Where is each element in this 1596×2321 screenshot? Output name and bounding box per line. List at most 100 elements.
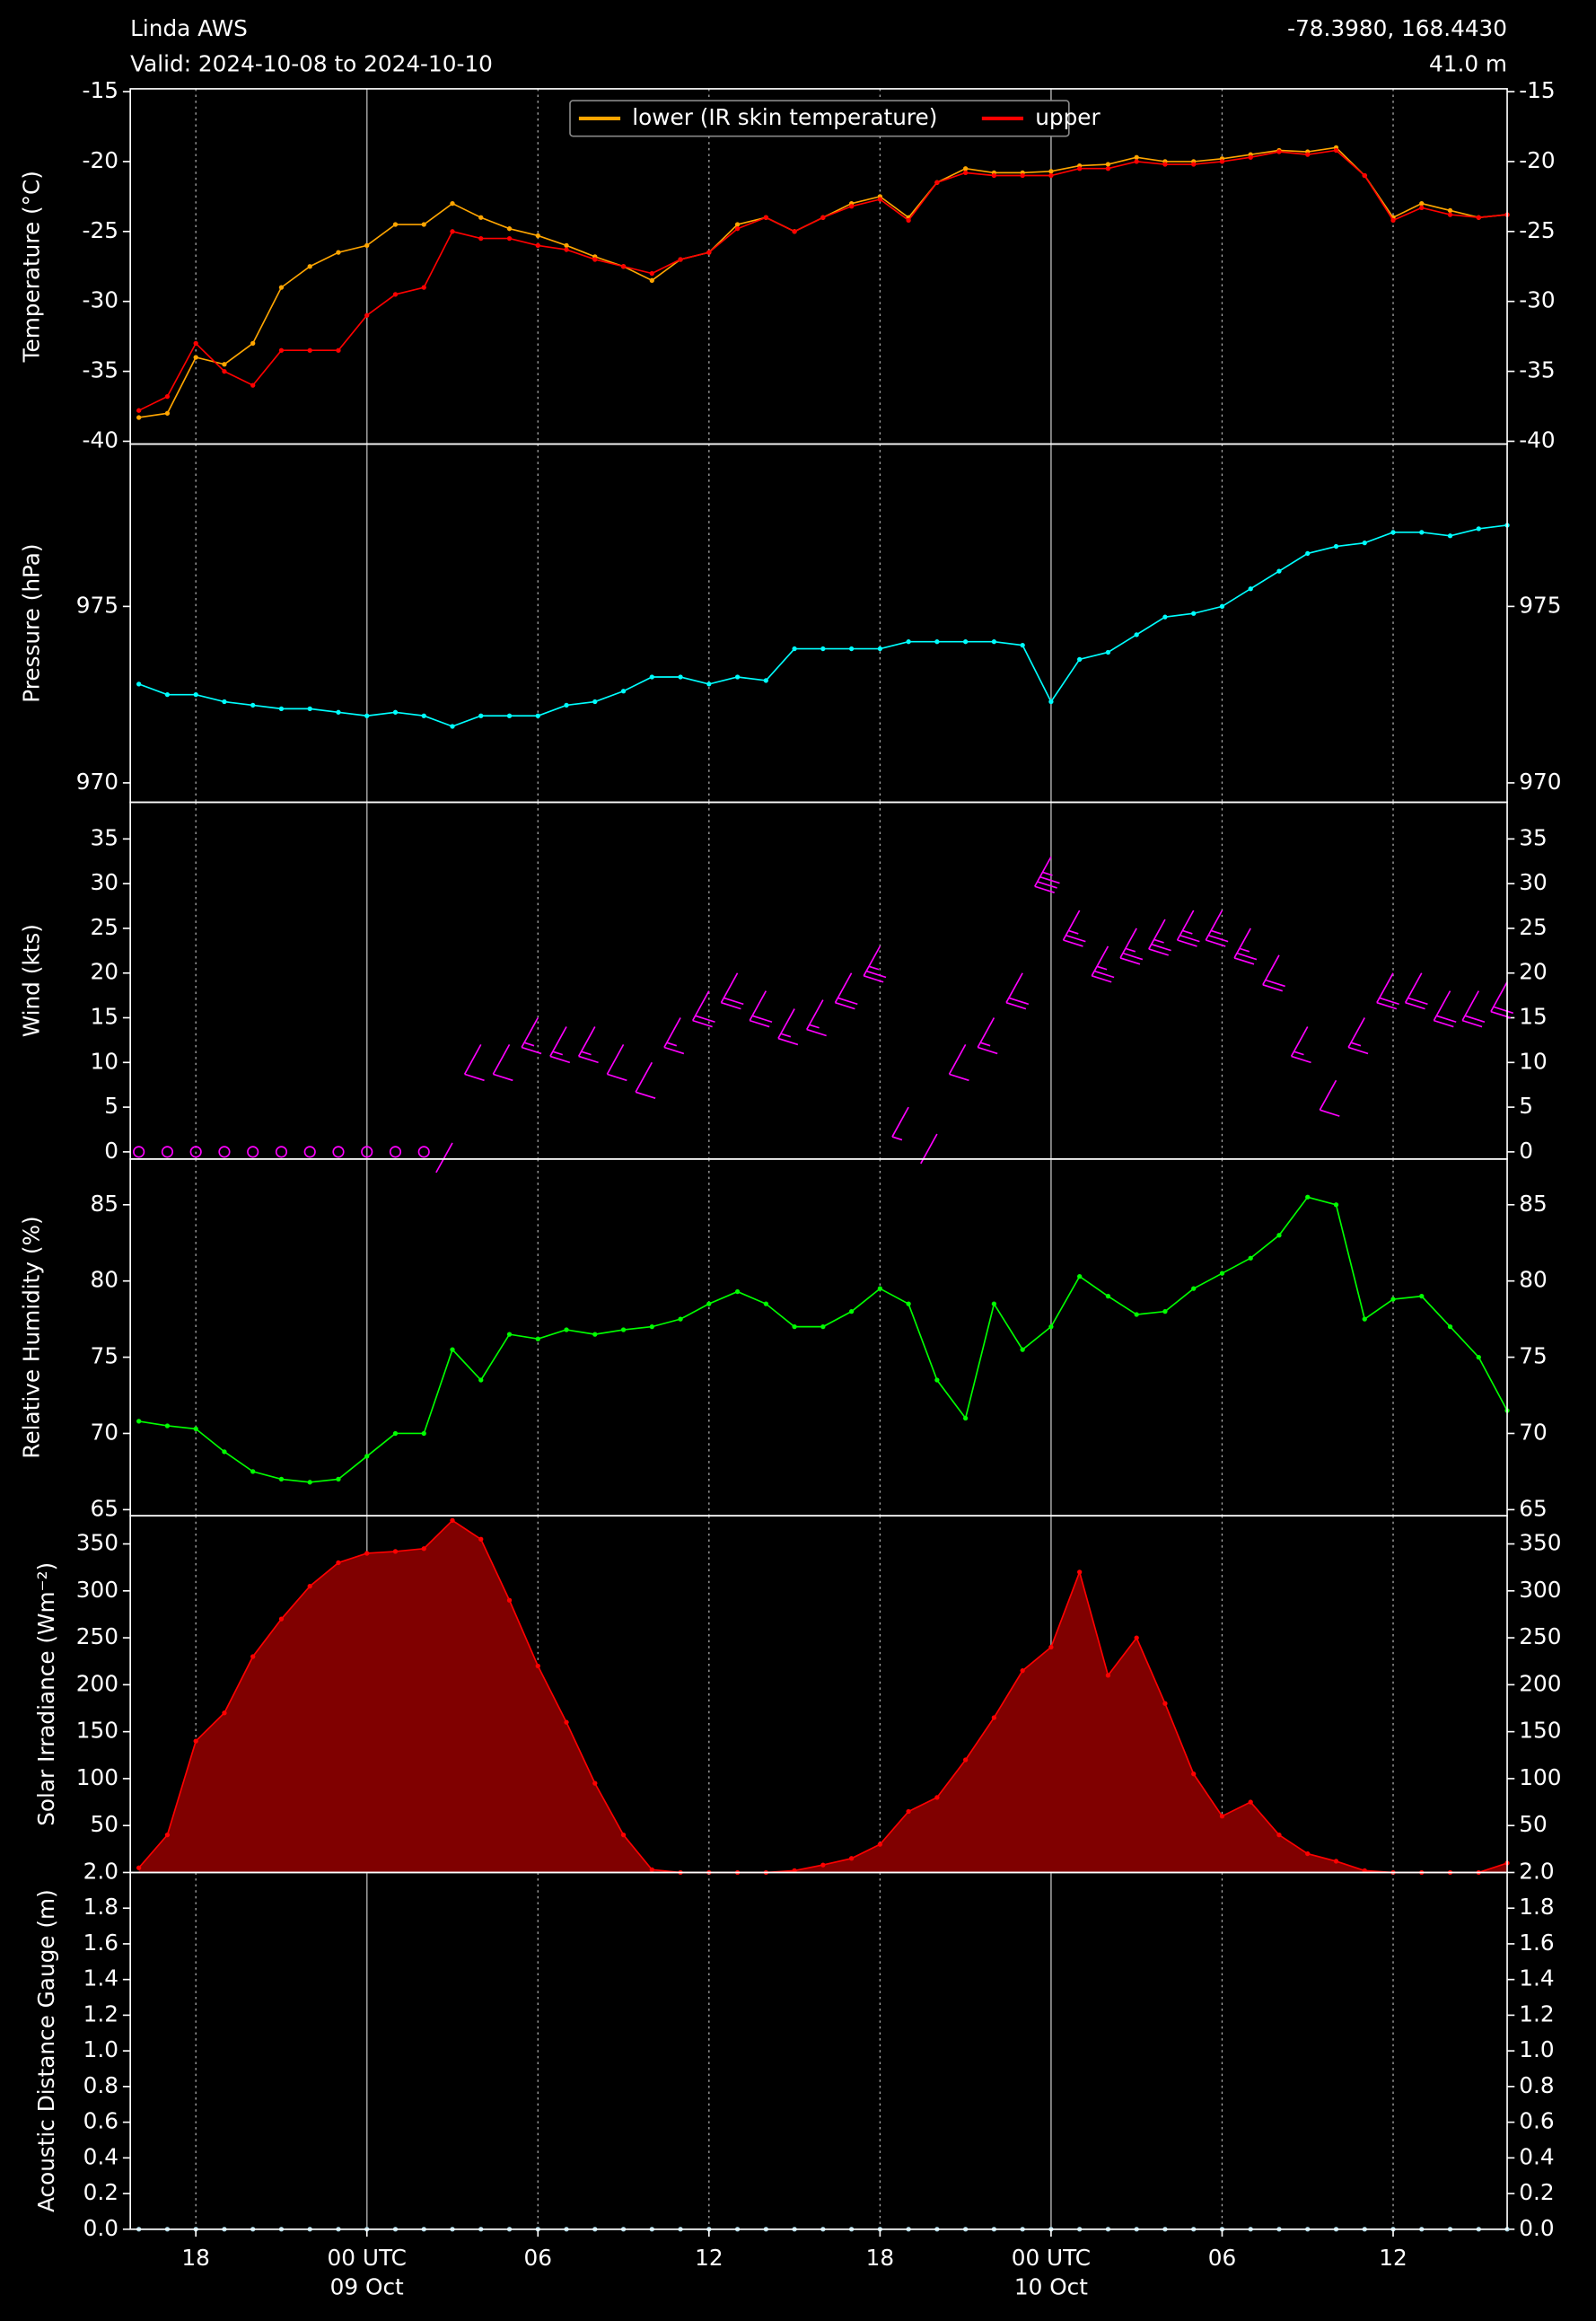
barb-feather [1037, 881, 1057, 889]
wind-barb [948, 1043, 969, 1082]
data-point [1476, 1354, 1481, 1360]
data-point [564, 702, 569, 708]
data-point [478, 235, 484, 242]
barb-feather [978, 1046, 998, 1055]
data-point [193, 692, 198, 698]
y-tick-label: 300 [76, 1577, 118, 1603]
y-tick-label: 5 [1519, 1093, 1533, 1119]
y-tick-label: 25 [90, 914, 118, 940]
data-point [906, 639, 911, 645]
x-tick-date: 10 Oct [1014, 2274, 1088, 2300]
data-point [1333, 543, 1339, 549]
y-tick-label: 350 [1519, 1530, 1561, 1556]
barb-feather [1347, 1046, 1369, 1055]
wind-barb [133, 1146, 145, 1158]
y-tick-label: -15 [1519, 77, 1555, 103]
data-point [336, 1476, 341, 1482]
wind-barb [1290, 1026, 1311, 1064]
data-point [506, 713, 513, 718]
data-point [1476, 526, 1481, 532]
barb-feather [663, 1046, 685, 1055]
data-point [592, 699, 598, 705]
y-tick-label: 2.0 [83, 1858, 118, 1884]
barb-feather [635, 1091, 656, 1099]
data-point [734, 674, 741, 680]
data-point [934, 639, 940, 645]
data-point [1219, 1270, 1225, 1276]
wind-barb [1433, 990, 1457, 1028]
wind-barb [834, 972, 858, 1010]
barb-staff [891, 1106, 909, 1138]
y-tick-label: 65 [90, 1495, 118, 1521]
data-point [877, 197, 883, 202]
y-tick-label: 70 [90, 1419, 118, 1445]
barb-feather [1464, 1015, 1486, 1024]
barb-feather [549, 1055, 571, 1064]
data-point [1077, 656, 1083, 662]
y-tick-label: 10 [90, 1048, 118, 1074]
barb-feather [523, 1042, 535, 1047]
y-tick-label: 85 [90, 1191, 118, 1217]
data-point [535, 1663, 540, 1669]
data-point [1362, 172, 1367, 179]
barb-feather [692, 1019, 713, 1028]
barb-feather [1405, 1001, 1425, 1010]
data-point [1077, 1569, 1083, 1575]
data-point [848, 1856, 855, 1861]
data-point [1333, 1859, 1339, 1864]
barb-feather [751, 1015, 773, 1024]
data-point [820, 1862, 826, 1868]
y-tick-label: 20 [1519, 959, 1547, 985]
y-tick-label: 5 [104, 1093, 118, 1119]
data-point [792, 229, 797, 234]
barb-feather [521, 1046, 542, 1055]
y-tick-label: 80 [90, 1267, 118, 1293]
calm-marker [417, 1146, 430, 1158]
y-tick-label: 0.2 [1519, 2179, 1554, 2205]
y-tick-label: 15 [90, 1004, 118, 1030]
data-point [250, 1469, 256, 1474]
y-tick-label: 0.4 [83, 2143, 118, 2169]
y-tick-label: 350 [76, 1530, 118, 1556]
data-point [1134, 1635, 1139, 1640]
data-point [336, 709, 341, 715]
legend-label: lower (IR skin temperature) [632, 104, 937, 130]
data-point [222, 699, 227, 705]
barb-feather [1125, 947, 1136, 953]
barb-feather [578, 1055, 599, 1064]
wind-barb [275, 1146, 288, 1158]
barb-feather [552, 1051, 564, 1056]
y-tick-label: 15 [1519, 1004, 1547, 1030]
data-point [478, 215, 484, 220]
y-tick-label: -25 [83, 217, 118, 243]
barb-feather [721, 1001, 741, 1010]
data-point [1248, 1255, 1253, 1261]
data-point [450, 201, 455, 207]
data-point [336, 347, 341, 353]
data-point [848, 646, 855, 652]
data-point [1105, 1673, 1111, 1678]
data-point [963, 170, 969, 176]
data-point [1419, 530, 1425, 535]
barb-feather [1493, 1006, 1513, 1015]
calm-marker [303, 1146, 316, 1158]
data-point [620, 264, 627, 269]
data-point [1219, 1814, 1225, 1819]
data-point [1162, 614, 1168, 620]
data-point [450, 1347, 455, 1352]
y-tick-label: 0.0 [1519, 2215, 1554, 2241]
data-point [649, 1323, 654, 1330]
barb-feather [1182, 929, 1193, 935]
barb-staff [492, 1043, 511, 1075]
wind-barb [1176, 910, 1200, 947]
x-tick-label: 00 UTC [328, 2245, 407, 2271]
barb-staff [606, 1043, 625, 1075]
y-tick-label: 0.6 [83, 2108, 118, 2134]
barb-staff [948, 1043, 967, 1075]
data-point [734, 226, 741, 232]
barb-feather [581, 1051, 592, 1056]
data-point [1048, 169, 1054, 174]
data-point [1134, 159, 1139, 164]
